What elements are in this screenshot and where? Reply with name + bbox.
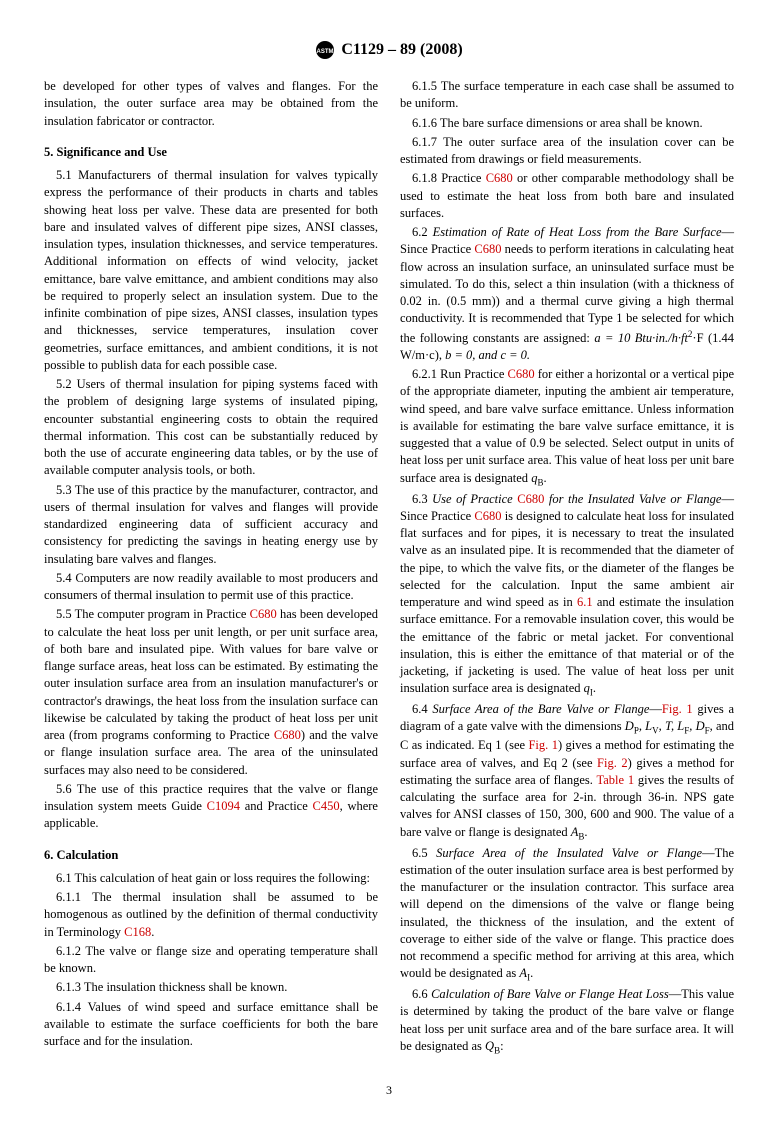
text: :: [500, 1039, 503, 1053]
text: 6.1.8 Practice: [412, 171, 486, 185]
link-c680[interactable]: C680: [508, 367, 535, 381]
text: 6.2.1 Run Practice: [412, 367, 508, 381]
para-5-3: 5.3 The use of this practice by the manu…: [44, 482, 378, 568]
var-D: , D: [689, 719, 704, 733]
para-6-4: 6.4 Surface Area of the Bare Valve or Fl…: [400, 701, 734, 842]
text: 6.1.1 The thermal insulation shall be as…: [44, 890, 378, 939]
svg-text:ASTM: ASTM: [317, 49, 334, 55]
astm-logo: ASTM: [315, 40, 335, 60]
text: .: [543, 471, 546, 485]
heading-6-3b: for the Insulated Valve or Flange: [544, 492, 721, 506]
para-6-1: 6.1 This calculation of heat gain or los…: [44, 870, 378, 887]
para-6-2-1: 6.2.1 Run Practice C680 for either a hor…: [400, 366, 734, 488]
link-c680[interactable]: C680: [474, 242, 501, 256]
link-table1[interactable]: Table 1: [596, 773, 634, 787]
para-5-5: 5.5 The computer program in Practice C68…: [44, 606, 378, 779]
heading-6-3a: Use of Practice: [432, 492, 517, 506]
link-6-1[interactable]: 6.1: [577, 595, 593, 609]
page-number: 3: [44, 1083, 734, 1098]
var-b: b = 0, and: [445, 348, 500, 362]
link-c168[interactable]: C168: [124, 925, 151, 939]
text: .: [593, 681, 596, 695]
page-header: ASTM C1129 – 89 (2008): [44, 40, 734, 60]
heading-6-2: Estimation of Rate of Heat Loss from the…: [433, 225, 722, 239]
link-c1094[interactable]: C1094: [207, 799, 240, 813]
designation-text: C1129 – 89 (2008): [341, 41, 462, 59]
link-fig1[interactable]: Fig. 1: [662, 702, 693, 716]
link-fig2[interactable]: Fig. 2: [597, 756, 628, 770]
para-6-1-4: 6.1.4 Values of wind speed and surface e…: [44, 999, 378, 1051]
page: ASTM C1129 – 89 (2008) be developed for …: [0, 0, 778, 1128]
para-5-6: 5.6 The use of this practice requires th…: [44, 781, 378, 833]
para-6-1-3: 6.1.3 The insulation thickness shall be …: [44, 979, 378, 996]
text: 5.5 The computer program in Practice: [56, 607, 250, 621]
text: has been developed to calculate the heat…: [44, 607, 378, 742]
para-6-1-7: 6.1.7 The outer surface area of the insu…: [400, 134, 734, 169]
text: and estimate the insulation surface emit…: [400, 595, 734, 695]
text: .: [151, 925, 154, 939]
heading-6-5: Surface Area of the Insulated Valve or F…: [436, 846, 702, 860]
var-L: , L: [639, 719, 652, 733]
text: needs to perform iterations in calculati…: [400, 242, 734, 344]
text: .: [530, 966, 533, 980]
var-c: c = 0.: [500, 348, 530, 362]
text: for either a horizontal or a vertical pi…: [400, 367, 734, 485]
heading-6-6: Calculation of Bare Valve or Flange Heat…: [431, 987, 669, 1001]
heading-6-4: Surface Area of the Bare Valve or Flange: [432, 702, 649, 716]
text: and Practice: [240, 799, 313, 813]
para-6-3: 6.3 Use of Practice C680 for the Insulat…: [400, 491, 734, 700]
var-A: A: [519, 966, 527, 980]
link-c450[interactable]: C450: [313, 799, 340, 813]
text: —: [649, 702, 662, 716]
body-columns: be developed for other types of valves a…: [44, 78, 734, 1057]
para-5-2: 5.2 Users of thermal insulation for pipi…: [44, 376, 378, 480]
para-6-6: 6.6 Calculation of Bare Valve or Flange …: [400, 986, 734, 1057]
var-a: a = 10 Btu·in./h·ft: [594, 331, 688, 345]
para-5-1: 5.1 Manufacturers of thermal insulation …: [44, 167, 378, 374]
text: .: [584, 825, 587, 839]
para-6-1-8: 6.1.8 Practice C680 or other comparable …: [400, 170, 734, 222]
para-5-4: 5.4 Computers are now readily available …: [44, 570, 378, 605]
para-6-5: 6.5 Surface Area of the Insulated Valve …: [400, 845, 734, 985]
link-fig1[interactable]: Fig. 1: [528, 738, 557, 752]
para-6-1-5: 6.1.5 The surface temperature in each ca…: [400, 78, 734, 113]
para-6-1-1: 6.1.1 The thermal insulation shall be as…: [44, 889, 378, 941]
link-c680[interactable]: C680: [250, 607, 277, 621]
var-TL: , T, L: [659, 719, 685, 733]
section-5-title: 5. Significance and Use: [44, 144, 378, 161]
para-6-1-6: 6.1.6 The bare surface dimensions or are…: [400, 115, 734, 132]
var-Q: Q: [485, 1039, 494, 1053]
link-c680[interactable]: C680: [517, 492, 544, 506]
var-D: D: [625, 719, 634, 733]
link-c680[interactable]: C680: [474, 509, 501, 523]
section-6-title: 6. Calculation: [44, 847, 378, 864]
lead-in-para: be developed for other types of valves a…: [44, 78, 378, 130]
link-c680[interactable]: C680: [486, 171, 513, 185]
text: —The estimation of the outer insulation …: [400, 846, 734, 981]
link-c680[interactable]: C680: [274, 728, 301, 742]
para-6-1-2: 6.1.2 The valve or flange size and opera…: [44, 943, 378, 978]
para-6-2: 6.2 Estimation of Rate of Heat Loss from…: [400, 224, 734, 364]
